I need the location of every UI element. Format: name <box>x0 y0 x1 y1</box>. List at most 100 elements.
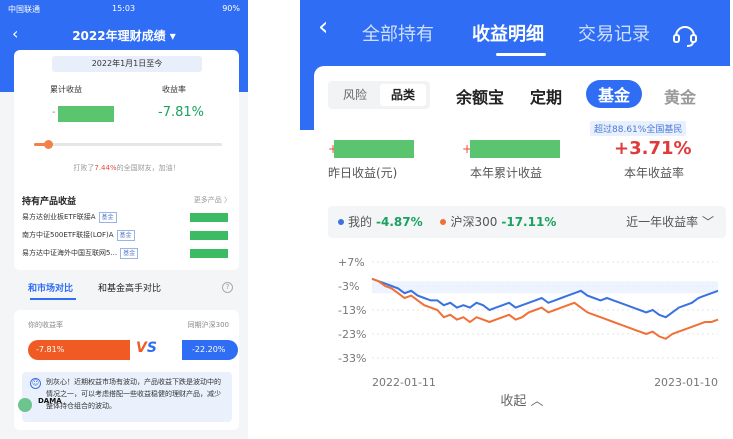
rank-progress-knob <box>43 140 53 149</box>
customer-service-icon[interactable] <box>672 22 698 48</box>
status-bar: 中国联通 15:03 90% <box>0 0 248 18</box>
legend-mine: 我的 -4.87% <box>338 215 423 229</box>
summary-card: 2022年1月1日至今 累计收益 收益率 - -7.81% 打败了7.44%的全… <box>14 50 239 270</box>
product-tag: 基金 <box>116 230 135 241</box>
rank-progress-fill <box>34 143 48 146</box>
legend-dot-hs300 <box>440 219 447 225</box>
products-title: 持有产品收益 <box>22 197 77 207</box>
active-tab-underline <box>30 298 76 300</box>
market-rate-label: 同期沪深300 <box>187 321 229 329</box>
tip-text: 别灰心！近期权益市场有波动，产品收益下跌是波动中的情况之一，可以考虑搭配一些收益… <box>46 378 221 410</box>
watermark-logo-icon <box>18 398 32 412</box>
more-products-link[interactable]: 更多产品 〉 <box>193 196 231 204</box>
status-time: 15:03 <box>112 4 136 13</box>
tab-expert[interactable]: 和基金高手对比 <box>98 284 162 294</box>
product-row[interactable]: 易方达中证海外中国互联网5... 基金 <box>22 248 232 262</box>
redacted-amount <box>334 140 414 158</box>
chart-band <box>372 281 718 294</box>
period-selector[interactable]: 近一年收益率 ﹀ <box>626 215 714 229</box>
help-icon[interactable]: ? <box>222 282 233 293</box>
y-tick-label: -33% <box>338 352 366 365</box>
mine-rate-label: 你的收益率 <box>28 321 63 329</box>
vs-v: V <box>136 340 147 356</box>
carrier-label: 中国联通 <box>8 5 40 14</box>
beat-suffix: 的全国财友，加油！ <box>116 164 180 172</box>
cumulative-label: 累计收益 <box>50 85 82 94</box>
redacted-amount <box>190 213 228 222</box>
income-line-chart: +7% -3% -13% -23% -33% 2022-01-11 2023-01-10 <box>338 256 719 389</box>
vs-mark: VS <box>136 340 157 356</box>
category-fixed-term[interactable]: 定期 <box>530 88 563 107</box>
redaction-mark: - <box>52 107 56 118</box>
date-range-pill: 2022年1月1日至今 <box>52 56 202 72</box>
tab-all-holdings[interactable]: 全部持有 <box>362 24 434 45</box>
chevron-left-icon[interactable]: ‹ <box>318 12 329 42</box>
chevron-left-icon[interactable]: ‹ <box>12 24 19 43</box>
redacted-amount <box>470 140 560 158</box>
x-tick-label: 2023-01-10 <box>654 376 718 389</box>
rank-progress-bar <box>34 140 222 149</box>
product-name: 易方达创业板ETF联接A <box>22 213 96 221</box>
redacted-amount <box>190 231 228 240</box>
tab-income-detail[interactable]: 收益明细 <box>472 24 544 45</box>
product-row[interactable]: 易方达创业板ETF联接A 基金 <box>22 212 232 226</box>
rate-value: -7.81% <box>158 105 204 120</box>
redacted-amount <box>58 106 114 122</box>
legend-hs300: 沪深300 -17.11% <box>440 215 556 229</box>
tab-market[interactable]: 和市场对比 <box>28 284 74 294</box>
product-tag: 基金 <box>120 248 139 259</box>
rate-label: 收益率 <box>162 85 186 94</box>
product-name: 易方达中证海外中国互联网5... <box>22 249 118 257</box>
year-income-label: 本年累计收益 <box>470 166 543 180</box>
compare-card: 你的收益率 同期沪深300 -7.81% VS -22.20% ☺ 别灰心！近期… <box>14 310 239 430</box>
category-fund[interactable]: 基金 <box>586 80 643 108</box>
active-tab-underline <box>496 53 546 56</box>
yesterday-income-label: 昨日收益(元) <box>328 166 398 180</box>
legend-hs300-value: -17.11% <box>501 215 557 229</box>
redacted-amount <box>190 249 228 258</box>
tab-transactions[interactable]: 交易记录 <box>578 24 650 45</box>
chart-legend: 我的 -4.87% 沪深300 -17.11% 近一年收益率 ﹀ <box>328 206 726 238</box>
legend-mine-value: -4.87% <box>376 215 423 229</box>
product-name: 南方中证500ETF联接(LOF)A <box>22 231 114 239</box>
beat-prefix: 打败了 <box>73 164 95 172</box>
beat-percent: 7.44% <box>94 164 117 172</box>
y-tick-label: -3% <box>338 280 359 293</box>
category-yuebao[interactable]: 余额宝 <box>456 88 505 107</box>
legend-dot-mine <box>338 219 344 225</box>
tip-box: ☺ 别灰心！近期权益市场有波动，产品收益下跌是波动中的情况之一，可以考虑搭配一些… <box>22 372 232 422</box>
compare-tabs: 和市场对比 和基金高手对比 ? <box>14 279 239 300</box>
product-tag: 基金 <box>98 212 117 223</box>
beat-text: 打败了7.44%的全国财友，加油！ <box>14 163 239 173</box>
year-rate-label: 本年收益率 <box>624 166 685 180</box>
year-rate-value: +3.71% <box>614 138 692 159</box>
left-nav-bar: ‹ 2022年理财成绩 ▾ <box>0 22 248 48</box>
segment-category[interactable]: 品类 <box>380 84 426 106</box>
smile-icon: ☺ <box>30 378 41 389</box>
income-card: 风险 品类 余额宝 定期 基金 黄金 超过88.61%全国基民 + + +3.7… <box>314 66 730 439</box>
vs-s: S <box>146 340 157 356</box>
page-title[interactable]: 2022年理财成绩 ▾ <box>72 29 176 43</box>
series-line-mine <box>371 277 719 319</box>
market-rate-bar: -22.20% <box>182 340 238 360</box>
left-screenshot: 中国联通 15:03 90% ‹ 2022年理财成绩 ▾ 2022年1月1日至今… <box>0 0 248 439</box>
plus-sign: + <box>328 142 338 156</box>
rank-badge: 超过88.61%全国基民 <box>590 121 687 136</box>
x-tick-label: 2022-01-11 <box>372 376 436 389</box>
right-nav-bar: ‹ 全部持有 收益明细 交易记录 <box>300 8 730 58</box>
y-tick-label: -23% <box>338 328 366 341</box>
segment-risk[interactable]: 风险 <box>342 88 367 102</box>
legend-mine-label: 我的 <box>348 215 373 229</box>
legend-hs300-label: 沪深300 <box>450 215 498 229</box>
collapse-button[interactable]: 收起 ︿ <box>500 394 544 409</box>
watermark-text: DAMA <box>38 397 62 405</box>
series-line-hs300 <box>371 277 719 340</box>
right-screenshot: ‹ 全部持有 收益明细 交易记录 风险 品类 余额宝 定期 基金 黄金 超过88… <box>300 0 730 439</box>
mine-rate-bar: -7.81% <box>28 340 130 360</box>
segment-control: 风险 品类 <box>328 81 430 109</box>
category-gold[interactable]: 黄金 <box>664 88 697 107</box>
product-row[interactable]: 南方中证500ETF联接(LOF)A 基金 <box>22 230 232 244</box>
plus-sign: + <box>462 142 473 156</box>
y-tick-label: -13% <box>338 304 366 317</box>
battery-label: 90% <box>222 4 240 13</box>
